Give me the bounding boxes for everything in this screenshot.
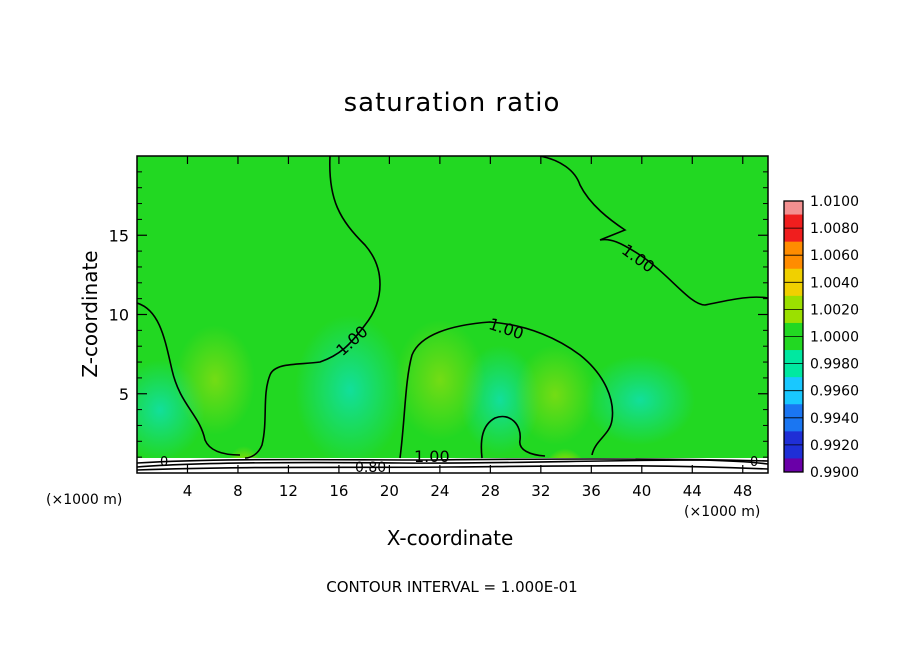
colorbar-band xyxy=(784,268,803,283)
contour-line-5 xyxy=(480,415,546,459)
heatmap-field: 1.00 1.00 1.00 1.00 0.80 0 0 xyxy=(137,156,768,476)
colorbar-band xyxy=(784,309,803,324)
colorbar-band xyxy=(784,282,803,297)
field-hotspot-2 xyxy=(539,410,591,473)
colorbar-label: 1.0060 xyxy=(810,248,859,264)
x-tick-label: 44 xyxy=(683,482,702,500)
colorbar-band xyxy=(784,444,803,459)
contour-lines xyxy=(137,156,768,471)
contour-interval-note: CONTOUR INTERVAL = 1.000E-01 xyxy=(326,578,578,596)
contour-line-ground-3 xyxy=(137,458,768,464)
colorbar-band xyxy=(784,255,803,270)
contour-label-5: 0.80 xyxy=(355,460,386,476)
colorbar-label: 0.9920 xyxy=(810,438,859,454)
contour-label-4: 1.00 xyxy=(414,447,450,466)
contour-line-4 xyxy=(399,321,614,459)
colorbar-band xyxy=(784,228,803,243)
colorbar-band xyxy=(784,458,803,473)
contour-line-2 xyxy=(244,156,381,459)
colorbar-band xyxy=(784,363,803,378)
colorbar-label: 0.9960 xyxy=(810,384,859,400)
colorbar-band xyxy=(784,322,803,337)
colorbar-band xyxy=(784,295,803,310)
field-ground-band xyxy=(137,458,768,473)
contour-line-ground-2 xyxy=(137,464,768,471)
colorbar-label: 1.0020 xyxy=(810,302,859,318)
colorbar-label: 0.9900 xyxy=(810,465,859,481)
chart-title: saturation ratio xyxy=(343,88,561,118)
colorbar-band xyxy=(784,336,803,351)
contour-labels: 1.00 1.00 1.00 1.00 0.80 0 0 xyxy=(160,240,758,476)
y-tick-label: 15 xyxy=(109,226,129,245)
field-lime-mid xyxy=(395,320,485,440)
colorbar-label: 1.0000 xyxy=(810,330,859,346)
colorbar-label: 1.0080 xyxy=(810,221,859,237)
colorbar-band xyxy=(784,214,803,229)
y-tick-label: 10 xyxy=(109,306,129,325)
x-tick-label: 40 xyxy=(632,482,651,500)
x-tick-label: 48 xyxy=(733,482,752,500)
field-cyan-right xyxy=(585,355,695,445)
colorbar-band xyxy=(784,241,803,256)
colorbar-band xyxy=(784,350,803,365)
colorbar-band xyxy=(784,431,803,446)
colorbar-band xyxy=(784,404,803,419)
x-tick-label: 24 xyxy=(430,482,449,500)
contour-label-7: 0 xyxy=(750,455,758,470)
x-tick-label: 28 xyxy=(481,482,500,500)
colorbar-band xyxy=(784,417,803,432)
contour-line-3 xyxy=(539,156,768,306)
y-ticks: 5 10 15 xyxy=(109,171,768,458)
x-tick-label: 36 xyxy=(582,482,601,500)
colorbar-label: 1.0040 xyxy=(810,275,859,291)
x-ticks: 4 8 12 16 20 24 28 32 36 40 44 48 xyxy=(183,156,752,500)
x-tick-label: 8 xyxy=(233,482,243,500)
x-tick-label: 32 xyxy=(531,482,550,500)
colorbar-label: 0.9940 xyxy=(810,411,859,427)
colorbar-band xyxy=(784,377,803,392)
x-axis-label: X-coordinate xyxy=(386,526,514,550)
x-tick-label: 16 xyxy=(329,482,348,500)
x-tick-label: 12 xyxy=(279,482,298,500)
contour-line-1 xyxy=(137,302,241,456)
y-tick-label: 5 xyxy=(119,385,129,404)
colorbar-label: 0.9980 xyxy=(810,357,859,373)
x-axis-unit: (×1000 m) xyxy=(684,504,761,520)
colorbar: 0.9900 0.9920 0.9940 0.9960 0.9980 1.0000 1.00… xyxy=(783,194,859,481)
colorbar-band xyxy=(784,390,803,405)
colorbar-band xyxy=(784,201,803,216)
contour-label-6: 0 xyxy=(160,455,168,470)
field-cyan-mid xyxy=(295,315,405,465)
colorbar-label: 1.0100 xyxy=(810,194,859,210)
x-tick-label: 4 xyxy=(183,482,193,500)
x-tick-label: 20 xyxy=(380,482,399,500)
y-axis-unit: (×1000 m) xyxy=(46,492,123,508)
